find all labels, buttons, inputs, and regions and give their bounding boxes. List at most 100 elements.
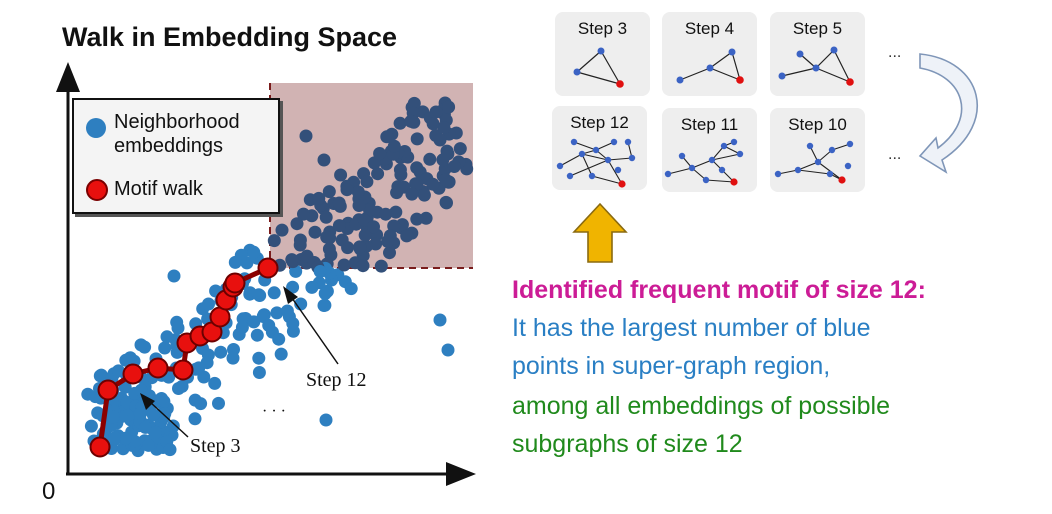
motif-graph-icon	[676, 48, 744, 84]
step-card-10: Step 10	[770, 108, 865, 192]
neighborhood-point	[453, 142, 467, 156]
motif-walk-step	[224, 272, 246, 294]
neighborhood-point	[334, 168, 348, 182]
neighborhood-point	[410, 177, 424, 191]
neighborhood-point	[163, 443, 177, 457]
motif-graph-icon	[664, 138, 744, 186]
neighborhood-point	[142, 438, 155, 452]
neighborhood-point	[155, 392, 168, 405]
neighborhood-point	[275, 223, 289, 237]
neighborhood-point	[363, 203, 376, 217]
neighborhood-legend-marker	[86, 118, 106, 138]
neighborhood-point	[158, 341, 172, 355]
neighborhood-point	[356, 259, 370, 273]
neighborhood-point	[312, 191, 326, 205]
neighborhood-point	[429, 105, 443, 119]
motif-walk-step	[172, 359, 194, 381]
caption-line-3: points in super-graph region,	[512, 352, 831, 380]
neighborhood-point	[317, 153, 331, 167]
neighborhood-point	[340, 183, 354, 197]
step-card-5: Step 5	[770, 12, 865, 96]
neighborhood-point	[202, 297, 215, 311]
neighborhood-point	[419, 211, 433, 225]
neighborhood-point	[447, 160, 461, 173]
neighborhood-legend-label: Neighborhood embeddings	[114, 111, 240, 157]
neighborhood-point	[383, 246, 396, 260]
neighborhood-point	[138, 420, 152, 434]
neighborhood-point	[442, 100, 456, 114]
neighborhood-point	[286, 324, 300, 338]
neighborhood-point	[318, 298, 332, 312]
neighborhood-point	[297, 207, 310, 221]
neighborhood-point	[394, 168, 408, 182]
neighborhood-point	[360, 175, 374, 189]
step12-arrow-head	[283, 286, 298, 304]
neighborhood-point	[299, 129, 313, 143]
neighborhood-point	[337, 258, 351, 272]
step12-arrow-line	[291, 297, 339, 365]
step-card-label: Step 10	[788, 115, 847, 134]
neighborhood-point	[119, 353, 133, 367]
neighborhood-point	[410, 132, 424, 146]
neighborhood-point	[146, 408, 160, 422]
neighborhood-point	[106, 410, 120, 424]
motif-walk-step	[257, 257, 279, 279]
step-card-label: Step 3	[577, 19, 628, 38]
neighborhood-point	[289, 264, 303, 278]
neighborhood-point	[353, 240, 367, 254]
caption-line-5: subgraphs of size 12	[512, 430, 743, 458]
plot-title: Walk in Embedding Space	[62, 22, 398, 52]
step-card-11: Step 11	[662, 108, 757, 192]
neighborhood-point	[417, 188, 431, 202]
neighborhood-point	[252, 288, 266, 302]
neighborhood-point	[262, 318, 276, 332]
motif-graph-icon	[556, 138, 636, 188]
step-card-label: Step 12	[570, 113, 629, 132]
neighborhood-point	[133, 407, 147, 421]
neighborhood-point	[208, 376, 222, 390]
neighborhood-point	[188, 412, 202, 426]
step-card-3: Step 3	[555, 12, 650, 96]
neighborhood-point	[270, 306, 284, 320]
neighborhood-point	[134, 383, 148, 397]
neighborhood-point	[280, 304, 294, 318]
neighborhood-point	[194, 397, 208, 411]
neighborhood-point	[167, 269, 181, 283]
step3-arrow-head	[140, 393, 155, 410]
neighborhood-point	[393, 116, 407, 130]
neighborhood-point	[352, 199, 366, 212]
step3-label: Step 3	[190, 435, 241, 457]
bottom-row-ellipsis: ...	[888, 146, 902, 163]
legend: Neighborhood embeddings Motif walk	[72, 98, 280, 214]
neighborhood-point	[111, 364, 125, 378]
neighborhood-point	[318, 287, 332, 300]
caption-line-4: among all embeddings of possible	[512, 392, 891, 420]
neighborhood-point	[332, 219, 346, 233]
neighborhood-point	[212, 396, 225, 410]
curved-progress-arrow	[918, 53, 978, 174]
neighborhood-point	[400, 229, 414, 243]
neighborhood-point	[351, 185, 365, 199]
motif-walk-step	[89, 436, 111, 458]
neighborhood-point	[285, 253, 299, 267]
neighborhood-point	[214, 345, 228, 359]
neighborhood-point	[433, 313, 447, 327]
continuation-dots: · · ·	[262, 403, 286, 420]
neighborhood-point	[436, 153, 450, 167]
motif-walk	[89, 257, 279, 458]
neighborhood-point	[293, 233, 307, 247]
neighborhood-point	[433, 133, 447, 147]
neighborhood-point	[319, 413, 333, 427]
step-card-label: Step 4	[684, 19, 735, 38]
motif-legend-label: Motif walk	[114, 178, 203, 200]
neighborhood-point	[373, 147, 387, 160]
neighborhood-point	[441, 343, 455, 357]
neighborhood-point	[228, 255, 242, 269]
neighborhood-point	[252, 351, 266, 365]
motif-graph-icon	[774, 140, 854, 184]
neighborhood-point	[134, 338, 148, 352]
neighborhood-point	[358, 228, 372, 242]
step-card-label: Step 5	[792, 19, 843, 38]
neighborhood-point	[226, 351, 240, 365]
